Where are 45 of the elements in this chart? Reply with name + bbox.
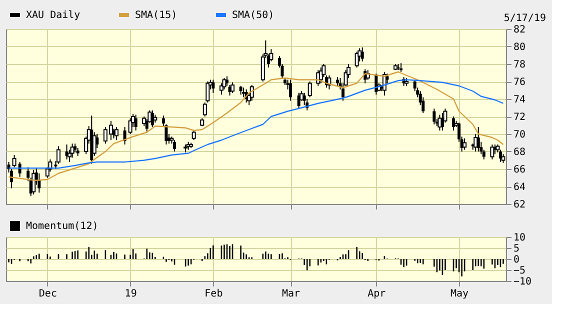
candlestick: [12, 154, 16, 168]
legend-label: SMA(15): [135, 10, 178, 21]
y-tick-label: 78: [514, 60, 526, 70]
candlestick: [242, 87, 246, 98]
y-tick-label: 10: [514, 232, 526, 244]
x-tick-label: Dec: [38, 288, 57, 300]
candlestick: [432, 108, 436, 125]
candlestick: [354, 51, 359, 68]
candlestick: [206, 81, 210, 103]
candlestick: [192, 130, 196, 141]
x-tick-label: Mar: [282, 288, 300, 300]
y-tick-label: 68: [514, 147, 526, 158]
y-tick-label: 76: [514, 77, 526, 88]
y-tick-label: −5: [514, 266, 526, 276]
y-tick-label: 5: [514, 244, 520, 254]
y-tick-label: 82: [514, 24, 526, 36]
legend-label: XAU Daily: [26, 10, 80, 21]
candlestick: [48, 158, 52, 172]
candlestick: [250, 84, 254, 102]
y-tick-label: 0: [514, 254, 520, 266]
candlestick: [452, 116, 456, 131]
text: 5/17/19: [504, 13, 546, 24]
x-tick-label: 19: [124, 288, 137, 300]
legend-label: Momentum(12): [26, 221, 98, 232]
candlestick: [173, 140, 176, 152]
x-tick-label: Apr: [368, 288, 386, 300]
candlestick: [289, 79, 292, 102]
y-tick-label: 74: [514, 94, 526, 106]
y-tick-label: 72: [514, 112, 526, 123]
y-tick-label: 70: [514, 130, 526, 140]
y-tick-label: 62: [514, 200, 526, 210]
x-tick-label: May: [450, 288, 469, 300]
candlestick: [230, 82, 235, 94]
y-tick-label: 80: [514, 42, 526, 53]
y-tick-label: −10: [514, 276, 532, 288]
candlestick: [70, 143, 74, 158]
legend-label: SMA(50): [232, 10, 274, 21]
candlestick: [32, 169, 36, 195]
x-tick-label: Feb: [204, 288, 223, 300]
candlestick: [202, 102, 207, 117]
candlestick: [308, 81, 312, 98]
candlestick: [462, 138, 467, 150]
y-tick-label: 64: [514, 182, 526, 193]
candlestick: [128, 118, 132, 134]
y-tick-label: 66: [514, 164, 526, 176]
